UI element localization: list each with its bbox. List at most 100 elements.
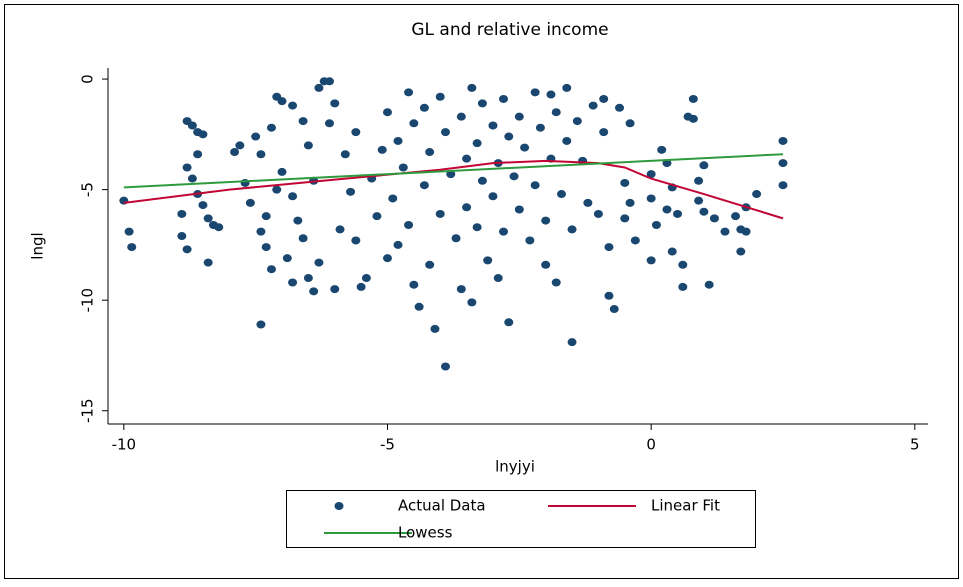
data-point [314, 83, 324, 92]
data-point [483, 256, 493, 265]
data-point [309, 287, 319, 296]
data-point [504, 132, 514, 141]
legend-label: Actual Data [398, 497, 486, 515]
data-point [630, 236, 640, 245]
data-point [235, 141, 245, 150]
data-point [731, 212, 741, 221]
data-point [425, 148, 435, 157]
data-point [419, 103, 429, 112]
data-point [409, 119, 419, 128]
data-point [662, 205, 672, 214]
data-point [182, 163, 192, 172]
data-point [520, 143, 530, 152]
data-point [504, 318, 514, 327]
data-point [261, 212, 271, 221]
data-point [351, 128, 361, 137]
data-point [266, 265, 276, 274]
data-point [361, 274, 371, 283]
data-point [477, 176, 487, 185]
data-point [609, 305, 619, 314]
data-point [356, 282, 366, 291]
data-point [446, 170, 456, 179]
data-point [567, 225, 577, 234]
data-point [124, 227, 134, 236]
data-point [620, 214, 630, 223]
data-point [187, 174, 197, 183]
data-point [541, 216, 551, 225]
data-point [288, 192, 298, 201]
x-tick-label: -5 [380, 436, 395, 454]
data-point [425, 260, 435, 269]
data-point [535, 123, 545, 132]
data-point [509, 172, 519, 181]
data-point [256, 227, 266, 236]
data-point [530, 181, 540, 190]
data-point [404, 220, 414, 229]
data-point [451, 234, 461, 243]
data-point [382, 254, 392, 263]
data-point [588, 101, 598, 110]
data-point [557, 190, 567, 199]
data-point [340, 150, 350, 159]
data-point [303, 141, 313, 150]
data-point [752, 190, 762, 199]
data-point [667, 247, 677, 256]
data-point [282, 254, 292, 263]
data-point [477, 99, 487, 108]
data-point [314, 258, 324, 267]
data-point [778, 136, 788, 145]
fit-line [123, 153, 784, 189]
data-point [625, 119, 635, 128]
data-point [393, 240, 403, 249]
data-point [694, 196, 704, 205]
data-point [567, 338, 577, 347]
data-point [272, 185, 282, 194]
data-point [430, 324, 440, 333]
data-point [467, 298, 477, 307]
data-point [382, 108, 392, 117]
data-point [646, 170, 656, 179]
data-point [324, 77, 334, 86]
data-point [193, 150, 203, 159]
chart-title: GL and relative income [411, 20, 608, 40]
data-point [620, 178, 630, 187]
data-point [562, 83, 572, 92]
data-point [778, 181, 788, 190]
data-point [709, 214, 719, 223]
data-point [177, 209, 187, 218]
data-point [127, 243, 137, 252]
data-point [472, 139, 482, 148]
data-point [456, 112, 466, 121]
data-point [177, 232, 187, 241]
data-point [736, 247, 746, 256]
data-point [530, 88, 540, 97]
data-point [657, 145, 667, 154]
data-point [625, 198, 635, 207]
data-point [414, 302, 424, 311]
data-point [646, 194, 656, 203]
x-tick-label: 5 [910, 436, 920, 454]
data-point [293, 216, 303, 225]
data-point [198, 130, 208, 139]
data-point [651, 220, 661, 229]
data-point [646, 256, 656, 265]
data-point [377, 145, 387, 154]
data-point [440, 362, 450, 371]
data-point [335, 225, 345, 234]
data-point [778, 159, 788, 168]
data-point [572, 117, 582, 126]
data-point [440, 128, 450, 137]
data-point [472, 223, 482, 232]
data-point [615, 103, 625, 112]
data-point [351, 236, 361, 245]
data-point [604, 243, 614, 252]
legend-box [286, 490, 756, 548]
data-point [435, 209, 445, 218]
y-axis-label: lngl [29, 232, 47, 259]
data-point [409, 280, 419, 289]
data-point [688, 94, 698, 103]
data-point [203, 214, 213, 223]
legend-label: Linear Fit [651, 497, 720, 515]
data-point [435, 92, 445, 101]
